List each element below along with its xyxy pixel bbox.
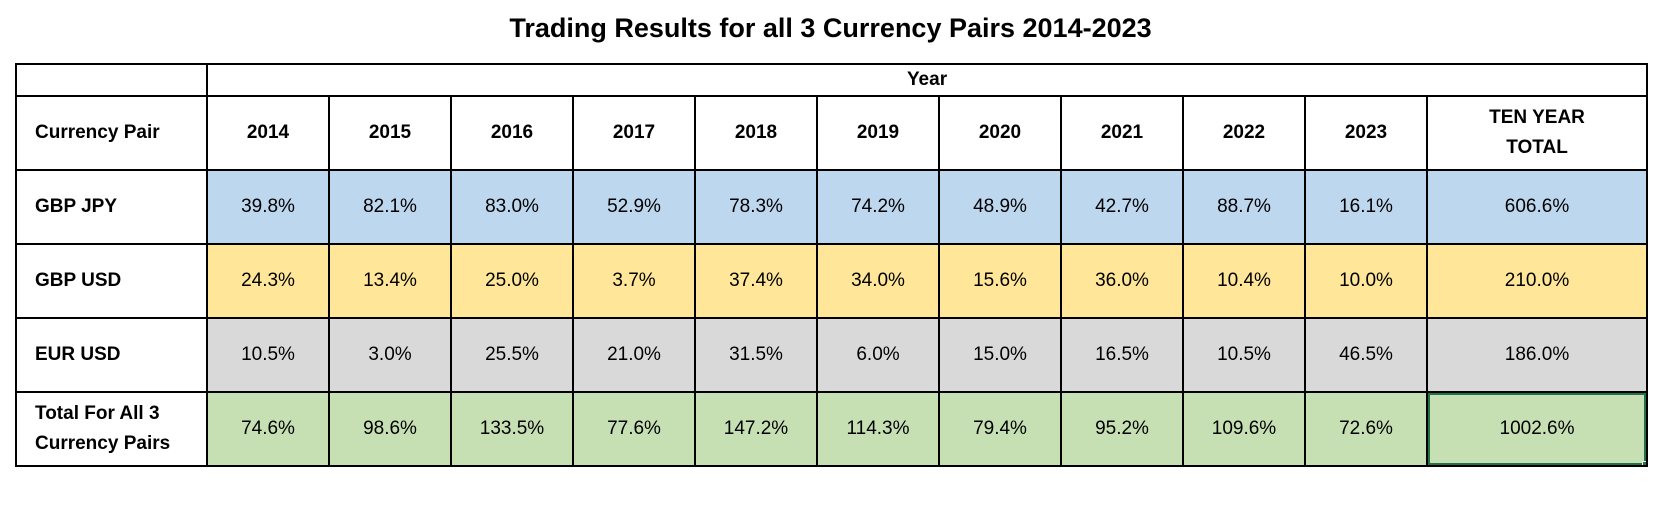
cell-gbp-usd-2019[interactable]: 34.0%: [816, 243, 940, 319]
year-header-row: Year: [15, 63, 1649, 97]
cell-total-2014[interactable]: 74.6%: [206, 391, 330, 467]
row-label-gbp-jpy[interactable]: GBP JPY: [15, 169, 208, 245]
cell-gbp-jpy-2015[interactable]: 82.1%: [328, 169, 452, 245]
cell-gbp-jpy-2018[interactable]: 78.3%: [694, 169, 818, 245]
cell-gbp-jpy-2023[interactable]: 16.1%: [1304, 169, 1428, 245]
cell-eur-usd-2023[interactable]: 46.5%: [1304, 317, 1428, 393]
column-header-ten-year-total[interactable]: TEN YEAR TOTAL: [1425, 95, 1649, 171]
row-label-total[interactable]: Total For All 3 Currency Pairs: [15, 391, 208, 467]
cell-total-2020[interactable]: 79.4%: [938, 391, 1062, 467]
column-header-2014[interactable]: 2014: [206, 95, 330, 171]
cell-total-2019[interactable]: 114.3%: [816, 391, 940, 467]
cell-total-2017[interactable]: 77.6%: [572, 391, 696, 467]
row-label-gbp-usd[interactable]: GBP USD: [15, 243, 208, 319]
cell-gbp-jpy-ten-year-total[interactable]: 606.6%: [1425, 169, 1649, 245]
cell-eur-usd-2016[interactable]: 25.5%: [450, 317, 574, 393]
column-header-2015[interactable]: 2015: [328, 95, 452, 171]
cell-gbp-jpy-2019[interactable]: 74.2%: [816, 169, 940, 245]
cell-eur-usd-2018[interactable]: 31.5%: [694, 317, 818, 393]
cell-eur-usd-2019[interactable]: 6.0%: [816, 317, 940, 393]
column-header-row: Currency Pair 2014 2015 2016 2017 2018 2…: [15, 95, 1649, 171]
cell-gbp-usd-2022[interactable]: 10.4%: [1182, 243, 1306, 319]
cell-total-2023[interactable]: 72.6%: [1304, 391, 1428, 467]
cell-eur-usd-2022[interactable]: 10.5%: [1182, 317, 1306, 393]
cell-gbp-usd-2023[interactable]: 10.0%: [1304, 243, 1428, 319]
fill-handle[interactable]: [1642, 461, 1646, 464]
cell-eur-usd-2014[interactable]: 10.5%: [206, 317, 330, 393]
cell-gbp-usd-2014[interactable]: 24.3%: [206, 243, 330, 319]
column-header-2023[interactable]: 2023: [1304, 95, 1428, 171]
column-header-2020[interactable]: 2020: [938, 95, 1062, 171]
cell-gbp-usd-2017[interactable]: 3.7%: [572, 243, 696, 319]
column-header-2021[interactable]: 2021: [1060, 95, 1184, 171]
cell-gbp-jpy-2017[interactable]: 52.9%: [572, 169, 696, 245]
table-row-total: Total For All 3 Currency Pairs 74.6% 98.6%…: [15, 391, 1649, 467]
column-header-2016[interactable]: 2016: [450, 95, 574, 171]
column-header-2017[interactable]: 2017: [572, 95, 696, 171]
cell-gbp-usd-2018[interactable]: 37.4%: [694, 243, 818, 319]
cell-total-2022[interactable]: 109.6%: [1182, 391, 1306, 467]
cell-total-2016[interactable]: 133.5%: [450, 391, 574, 467]
cell-gbp-jpy-2022[interactable]: 88.7%: [1182, 169, 1306, 245]
column-header-2022[interactable]: 2022: [1182, 95, 1306, 171]
cell-gbp-jpy-2016[interactable]: 83.0%: [450, 169, 574, 245]
cell-total-2018[interactable]: 147.2%: [694, 391, 818, 467]
cell-gbp-usd-2015[interactable]: 13.4%: [328, 243, 452, 319]
cell-eur-usd-ten-year-total[interactable]: 186.0%: [1425, 317, 1649, 393]
chart-title: Trading Results for all 3 Currency Pairs…: [509, 13, 1152, 43]
cell-gbp-jpy-2014[interactable]: 39.8%: [206, 169, 330, 245]
table-row-eur-usd: EUR USD 10.5% 3.0% 25.5% 21.0% 31.5% 6.0% 15.0%…: [15, 317, 1649, 393]
row-header-label[interactable]: Currency Pair: [15, 95, 208, 171]
cell-gbp-usd-2021[interactable]: 36.0%: [1060, 243, 1184, 319]
year-group-header[interactable]: Year: [205, 63, 1649, 97]
cell-total-ten-year-total[interactable]: 1002.6%: [1425, 391, 1649, 467]
table-row-gbp-jpy: GBP JPY 39.8% 82.1% 83.0% 52.9% 78.3% 74.2% 48.…: [15, 169, 1649, 245]
cell-total-2021[interactable]: 95.2%: [1060, 391, 1184, 467]
cell-gbp-usd-2016[interactable]: 25.0%: [450, 243, 574, 319]
cell-total-2015[interactable]: 98.6%: [328, 391, 452, 467]
corner-cell[interactable]: [15, 63, 208, 97]
cell-eur-usd-2020[interactable]: 15.0%: [938, 317, 1062, 393]
table-row-gbp-usd: GBP USD 24.3% 13.4% 25.0% 3.7% 37.4% 34.0% 15.6…: [15, 243, 1649, 319]
data-rows: GBP JPY 39.8% 82.1% 83.0% 52.9% 78.3% 74.2% 48.…: [15, 169, 1649, 467]
cell-eur-usd-2021[interactable]: 16.5%: [1060, 317, 1184, 393]
results-table: Year Currency Pair 2014 2015 2016 2017 2…: [15, 63, 1649, 467]
cell-gbp-usd-ten-year-total[interactable]: 210.0%: [1425, 243, 1649, 319]
cell-eur-usd-2015[interactable]: 3.0%: [328, 317, 452, 393]
cell-gbp-jpy-2021[interactable]: 42.7%: [1060, 169, 1184, 245]
cell-gbp-usd-2020[interactable]: 15.6%: [938, 243, 1062, 319]
row-label-eur-usd[interactable]: EUR USD: [15, 317, 208, 393]
cell-eur-usd-2017[interactable]: 21.0%: [572, 317, 696, 393]
cell-gbp-jpy-2020[interactable]: 48.9%: [938, 169, 1062, 245]
column-header-2019[interactable]: 2019: [816, 95, 940, 171]
column-header-2018[interactable]: 2018: [694, 95, 818, 171]
